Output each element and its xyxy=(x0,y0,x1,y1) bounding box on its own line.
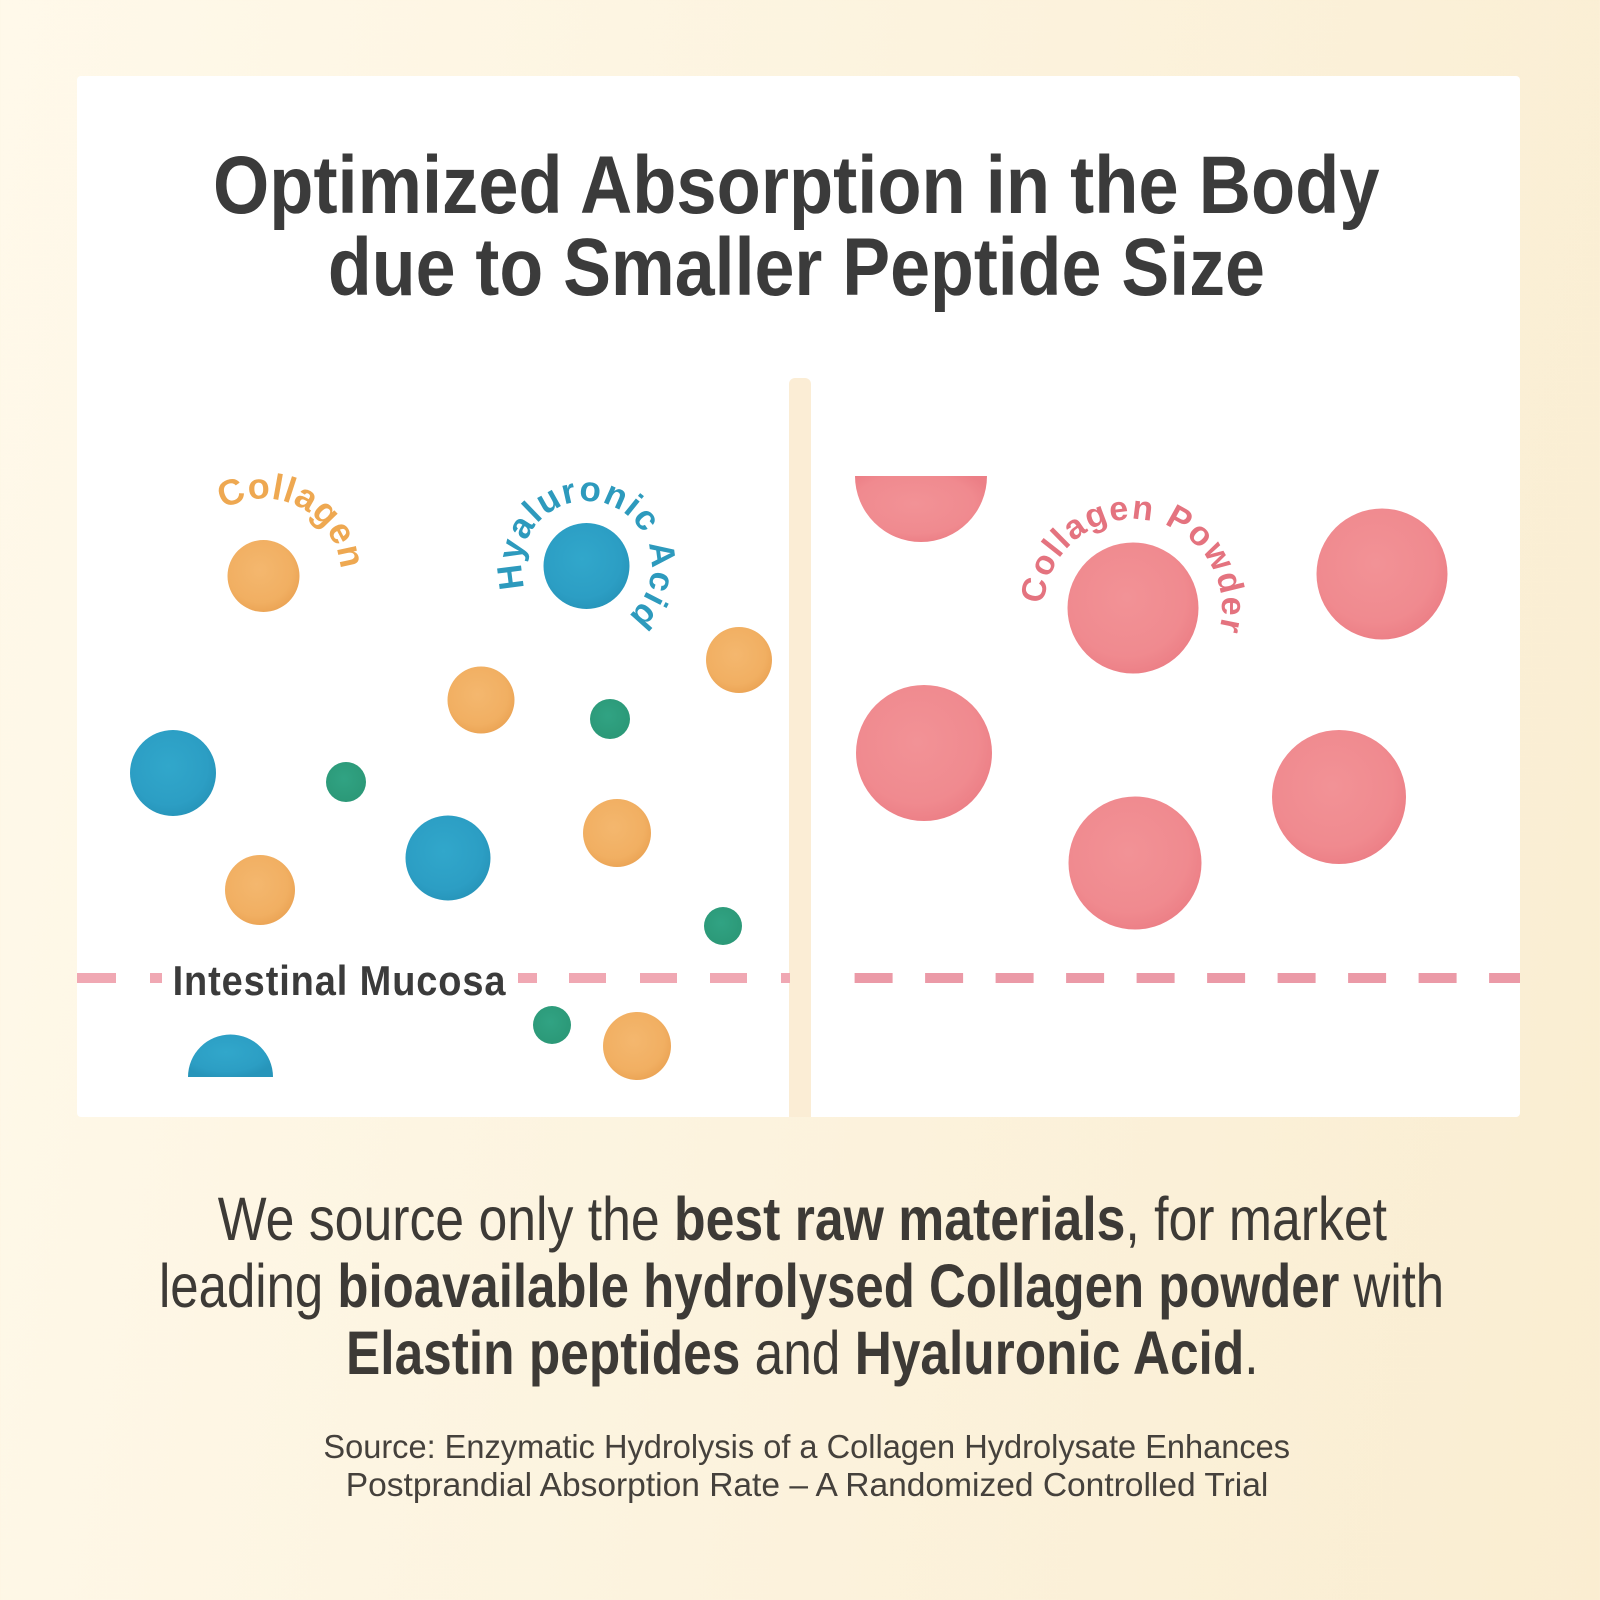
svg-text:Intestinal Mucosa: Intestinal Mucosa xyxy=(173,958,507,1004)
